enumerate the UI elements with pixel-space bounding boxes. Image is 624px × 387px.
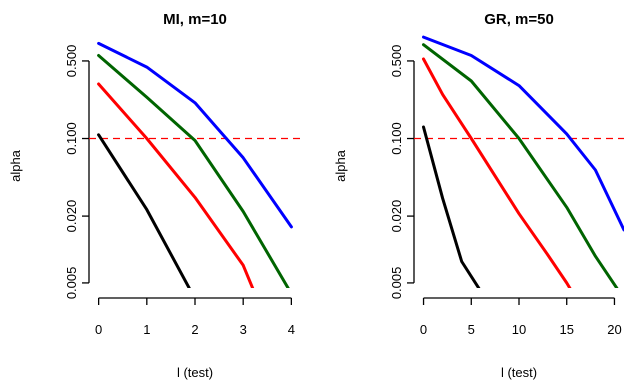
x-tick-label: 5 <box>468 322 475 337</box>
chart-panel-mi: MI, m=10 alpha l (test) 0.0050.0200.1000… <box>8 11 301 380</box>
x-tick-label: 3 <box>240 322 247 337</box>
plot-area-mi <box>89 41 301 288</box>
y-axis-label-mi: alpha <box>8 149 23 182</box>
y-tick-label: 0.100 <box>64 122 79 155</box>
x-tick-label: 15 <box>559 322 573 337</box>
series-line-mi-0 <box>97 41 293 229</box>
series-line-gr-2 <box>422 57 572 288</box>
x-tick-label: 20 <box>607 322 621 337</box>
y-axis-label-gr: alpha <box>333 149 348 182</box>
y-tick-label: 0.500 <box>389 45 404 78</box>
plot-area-gr <box>414 35 624 288</box>
series-line-mi-1 <box>97 54 290 288</box>
chart-title-gr: GR, m=50 <box>484 11 554 28</box>
x-axis-mi: 0 1 2 3 4 <box>95 297 295 337</box>
y-axis-mi: 0.005 0.020 0.100 0.500 <box>64 45 90 300</box>
y-tick-label: 0.020 <box>389 200 404 233</box>
x-tick-label: 2 <box>191 322 198 337</box>
series-line-mi-3 <box>97 133 191 288</box>
x-tick-label: 0 <box>95 322 102 337</box>
x-axis-label-gr: l (test) <box>501 365 537 380</box>
x-tick-label: 0 <box>420 322 427 337</box>
y-tick-label: 0.500 <box>64 45 79 78</box>
x-axis-label-mi: l (test) <box>177 365 213 380</box>
y-tick-label: 0.100 <box>389 122 404 155</box>
x-tick-label: 1 <box>143 322 150 337</box>
chart-title-mi: MI, m=10 <box>163 11 227 28</box>
x-tick-label: 10 <box>512 322 526 337</box>
y-tick-label: 0.005 <box>389 267 404 300</box>
series-line-mi-2 <box>97 82 255 288</box>
y-axis-gr: 0.005 0.020 0.100 0.500 <box>389 45 415 300</box>
x-axis-gr: 0 5 10 15 20 <box>420 297 622 337</box>
series-line-gr-1 <box>422 43 619 288</box>
series-line-gr-3 <box>422 125 481 288</box>
y-tick-label: 0.020 <box>64 200 79 233</box>
x-tick-label: 4 <box>288 322 295 337</box>
chart-panel-gr: GR, m=50 alpha l (test) 0.0050.0200.1000… <box>333 11 624 380</box>
y-tick-label: 0.005 <box>64 267 79 300</box>
series-line-gr-0 <box>422 35 624 232</box>
